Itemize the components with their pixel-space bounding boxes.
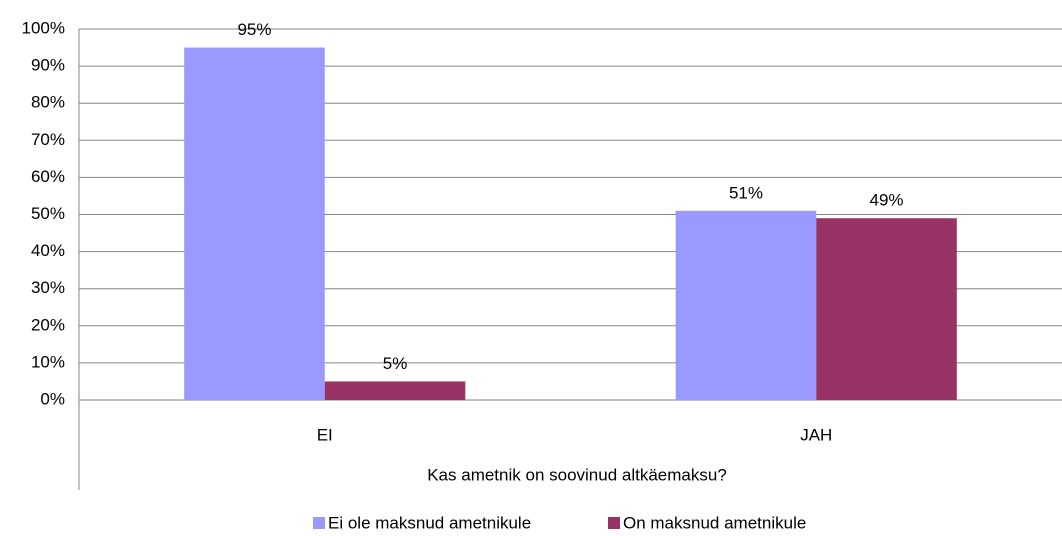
bar — [816, 218, 957, 400]
data-label: 95% — [237, 20, 271, 39]
bar — [675, 210, 817, 400]
legend-label: On maksnud ametnikule — [623, 513, 806, 532]
data-label: 5% — [383, 354, 408, 373]
y-tick-label: 70% — [31, 130, 65, 149]
y-tick-label: 40% — [31, 241, 65, 260]
data-label: 51% — [729, 183, 763, 202]
y-tick-label: 80% — [31, 93, 65, 112]
y-tick-label: 20% — [31, 315, 65, 334]
x-tick-label: JAH — [800, 425, 832, 444]
bar — [184, 47, 325, 401]
y-tick-label: 60% — [31, 167, 65, 186]
legend-label: Ei ole maksnud ametnikule — [328, 513, 531, 532]
x-tick-label: EI — [317, 425, 333, 444]
legend-swatch — [313, 517, 325, 529]
y-tick-label: 100% — [22, 18, 65, 37]
bar — [324, 381, 466, 400]
y-tick-label: 90% — [31, 56, 65, 75]
y-tick-label: 0% — [40, 389, 65, 408]
y-tick-label: 10% — [31, 352, 65, 371]
x-axis-title: Kas ametnik on soovinud altkäemaksu? — [427, 465, 727, 484]
legend-swatch — [608, 517, 620, 529]
y-tick-label: 30% — [31, 278, 65, 297]
y-tick-label: 50% — [31, 204, 65, 223]
data-label: 49% — [870, 191, 904, 210]
